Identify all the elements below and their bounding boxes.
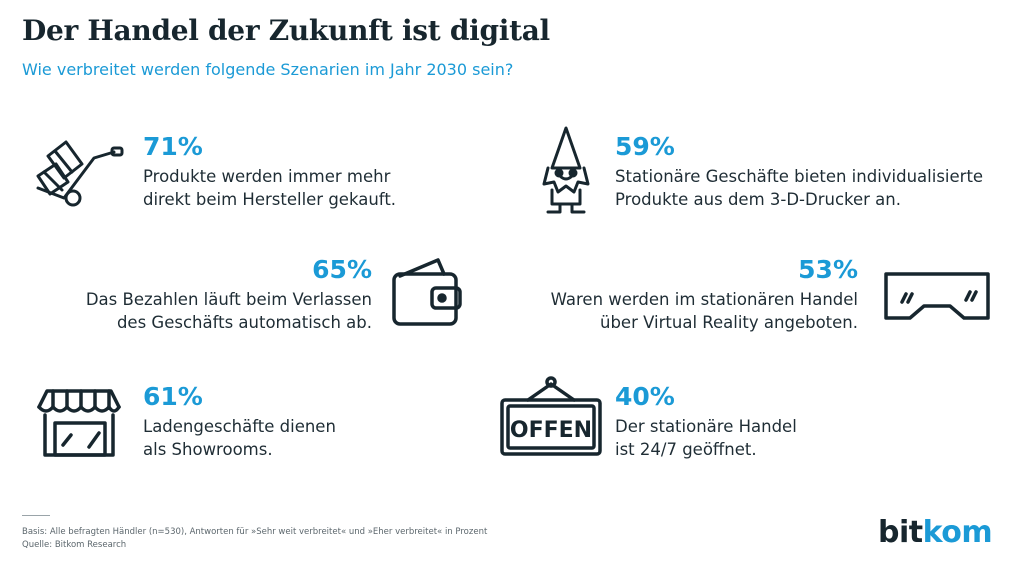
bitkom-logo: bitkom xyxy=(878,515,993,550)
stat-description: Waren werden im stationären Handel über … xyxy=(550,290,858,332)
stat-percent: 65% xyxy=(312,255,372,284)
logo-part-2: kom xyxy=(922,515,993,550)
stat-item-6: 40% Der stationäre Handel ist 24/7 geöff… xyxy=(615,383,797,461)
stat-percent: 53% xyxy=(798,255,858,284)
stat-item-5: 61% Ladengeschäfte dienen als Showrooms. xyxy=(143,383,336,461)
stat-percent: 61% xyxy=(143,382,203,411)
footer-basis: Basis: Alle befragten Händler (n=530), A… xyxy=(22,527,488,537)
footer-divider xyxy=(22,515,50,516)
hand-truck-icon xyxy=(34,136,126,208)
logo-part-1: bit xyxy=(878,515,923,550)
stat-description: Produkte werden immer mehr direkt beim H… xyxy=(143,167,397,209)
stat-description: Der stationäre Handel ist 24/7 geöffnet. xyxy=(615,417,797,459)
stat-item-3: 65% Das Bezahlen läuft beim Verlassen de… xyxy=(86,256,372,334)
stat-percent: 59% xyxy=(615,132,675,161)
vr-glasses-icon xyxy=(878,268,996,328)
storefront-icon xyxy=(33,385,125,461)
footer-source: Quelle: Bitkom Research xyxy=(22,540,127,550)
open-sign-icon: OFFEN xyxy=(498,372,604,458)
stat-description: Das Bezahlen läuft beim Verlassen des Ge… xyxy=(85,290,372,332)
stat-description: Stationäre Geschäfte bieten individualis… xyxy=(615,167,984,209)
stat-percent: 40% xyxy=(615,382,675,411)
garden-gnome-icon xyxy=(538,124,594,216)
sign-text: OFFEN xyxy=(510,418,592,443)
wallet-icon xyxy=(388,254,468,330)
stat-item-2: 59% Stationäre Geschäfte bieten individu… xyxy=(615,133,983,211)
stat-item-1: 71% Produkte werden immer mehr direkt be… xyxy=(143,133,396,211)
page-title: Der Handel der Zukunft ist digital xyxy=(22,14,550,47)
stat-description: Ladengeschäfte dienen als Showrooms. xyxy=(143,417,336,459)
stat-percent: 71% xyxy=(143,132,203,161)
stat-item-4: 53% Waren werden im stationären Handel ü… xyxy=(551,256,858,334)
page-subtitle: Wie verbreitet werden folgende Szenarien… xyxy=(22,60,514,79)
